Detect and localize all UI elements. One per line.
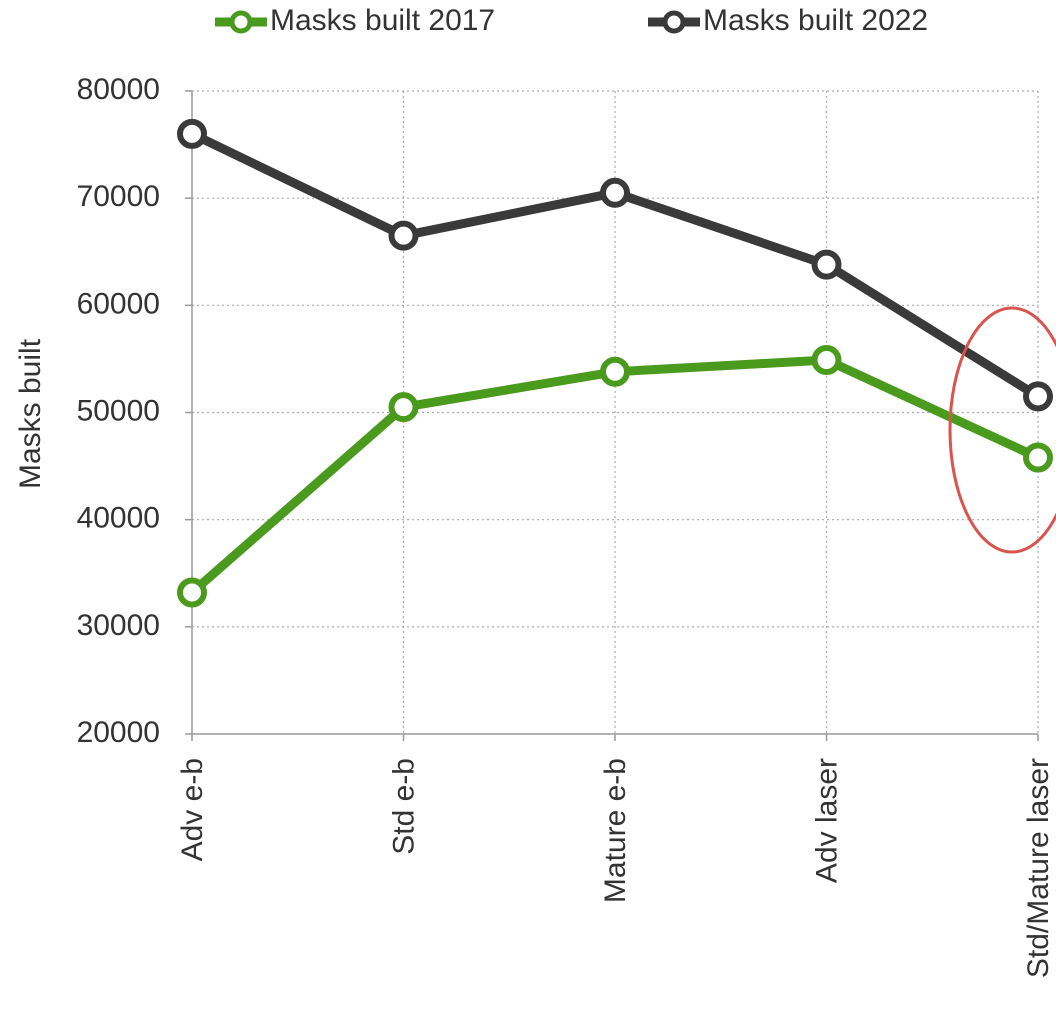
legend-swatch-marker: [662, 10, 686, 34]
y-tick-label: 50000: [77, 394, 160, 427]
point-marker: [811, 344, 842, 375]
y-tick-label: 30000: [77, 609, 160, 642]
legend-swatch-marker: [229, 10, 253, 34]
point-marker: [1023, 442, 1053, 473]
y-tick-label: 70000: [77, 180, 160, 213]
y-axis-label: Masks built: [14, 338, 47, 489]
point-marker: [177, 118, 207, 149]
x-tick-label: Std/Mature laser: [1022, 758, 1055, 978]
x-tick-label: Mature e-b: [599, 758, 632, 903]
y-tick-label: 20000: [77, 716, 160, 749]
legend-label: Masks built 2022: [703, 4, 928, 37]
y-tick-label: 60000: [77, 287, 160, 320]
point-marker: [1023, 381, 1053, 412]
point-marker: [388, 392, 419, 423]
point-marker: [388, 220, 419, 251]
point-marker: [600, 356, 630, 387]
x-tick-label: Std e-b: [387, 758, 420, 855]
point-marker: [177, 577, 207, 608]
y-tick-label: 80000: [77, 73, 160, 106]
highlight-ellipse: [948, 306, 1056, 554]
x-tick-label: Adv laser: [810, 758, 843, 883]
point-marker: [600, 177, 630, 208]
legend-label: Masks built 2017: [270, 4, 495, 37]
point-marker: [811, 249, 842, 280]
y-tick-label: 40000: [77, 502, 160, 535]
x-tick-label: Adv e-b: [176, 758, 209, 861]
